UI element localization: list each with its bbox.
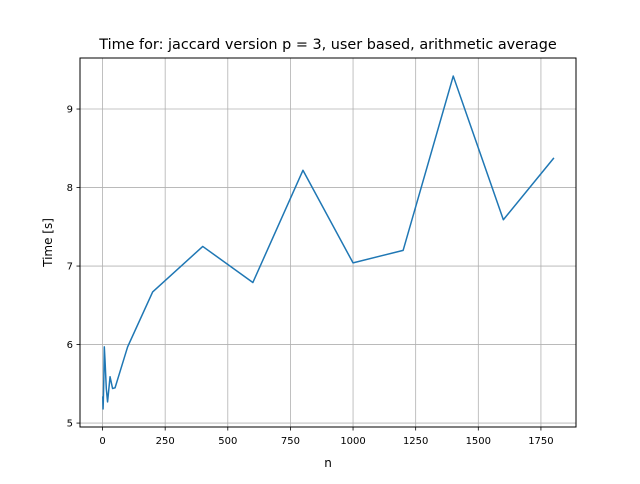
y-tick-label: 5 <box>67 419 73 430</box>
y-axis-label: Time [s] <box>41 218 55 268</box>
y-tick-label: 6 <box>67 340 73 351</box>
x-tick-label: 1500 <box>466 436 491 447</box>
x-tick-label: 1000 <box>340 436 365 447</box>
series-group <box>102 75 555 410</box>
x-tick-label: 250 <box>156 436 175 447</box>
grid-lines <box>80 58 576 427</box>
y-tick-label: 7 <box>67 262 73 273</box>
x-tick-label: 500 <box>218 436 237 447</box>
y-axis-ticks: 5 6 7 8 9 <box>67 105 80 430</box>
x-tick-label: 1750 <box>528 436 553 447</box>
y-tick-label: 9 <box>67 105 73 116</box>
x-tick-label: 0 <box>99 436 105 447</box>
x-tick-label: 1250 <box>403 436 428 447</box>
x-axis-ticks: 0 250 500 750 1000 1250 1500 1750 <box>99 427 554 447</box>
x-tick-label: 750 <box>281 436 300 447</box>
chart-title: Time for: jaccard version p = 3, user ba… <box>98 37 557 53</box>
plot-frame <box>79 57 577 428</box>
series-line <box>102 75 555 410</box>
x-axis-label: n <box>324 456 332 470</box>
y-tick-label: 8 <box>67 183 73 194</box>
